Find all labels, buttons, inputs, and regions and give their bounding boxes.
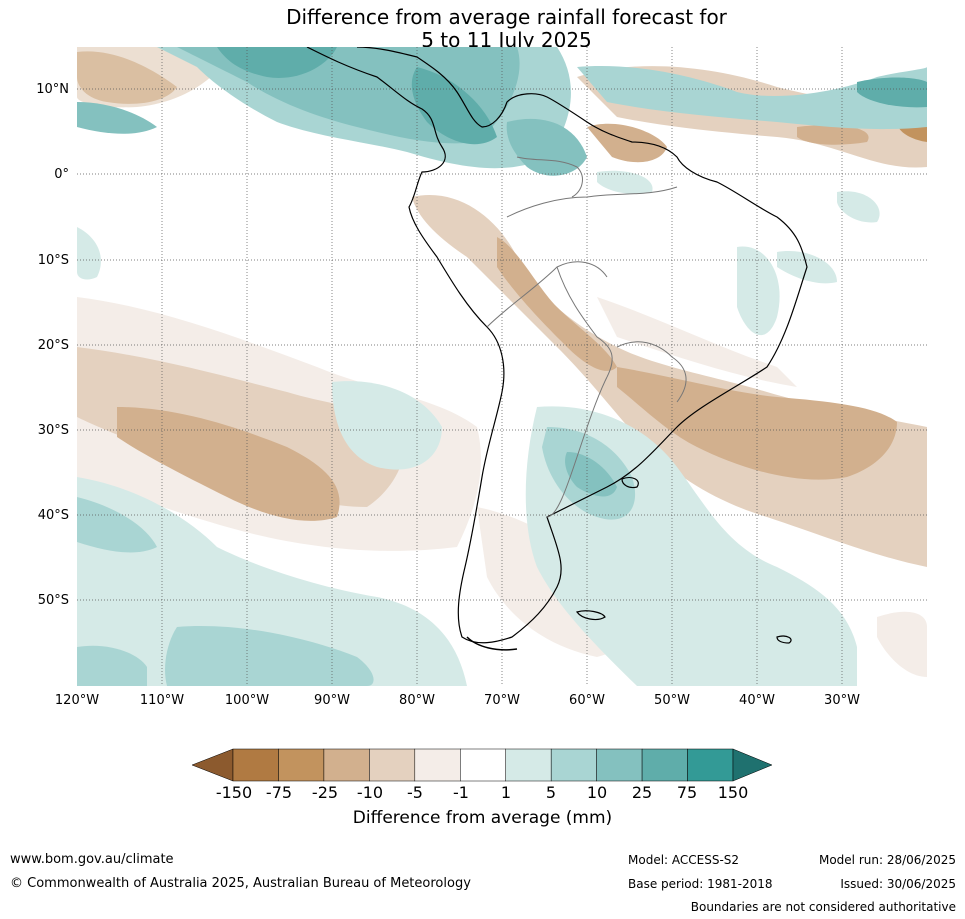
colorbar (192, 748, 773, 782)
lon-label-80w: 80°W (399, 693, 435, 708)
colorbar-tick-label: -75 (265, 783, 293, 802)
model-name: Model: ACCESS-S2 (628, 853, 740, 867)
colorbar-tick-label: 10 (586, 783, 608, 802)
colorbar-tick-label: -5 (407, 783, 423, 802)
colorbar-over-arrow (732, 748, 773, 782)
model-run-date: Model run: 28/06/2025 (818, 853, 956, 867)
colorbar-tick-label: 75 (676, 783, 698, 802)
colorbar-bin (232, 748, 279, 782)
colorbar-tick-label: -10 (356, 783, 384, 802)
country-borders (486, 156, 687, 518)
colorbar-tick-label: 5 (545, 783, 557, 802)
lon-label-30w: 30°W (824, 693, 860, 708)
colorbar-title: Difference from average (mm) (352, 808, 613, 828)
colorbar-bin (323, 748, 370, 782)
map-canvas (77, 47, 927, 686)
website-link[interactable]: www.bom.gov.au/climate (10, 852, 174, 867)
colorbar-tick-label: 25 (631, 783, 653, 802)
graticule (77, 47, 927, 686)
lat-label-40s: 40°S (37, 508, 69, 523)
lat-label-10n: 10°N (36, 82, 69, 97)
lon-label-90w: 90°W (314, 693, 350, 708)
issued-date: Issued: 30/06/2025 (840, 877, 956, 891)
lon-label-60w: 60°W (569, 693, 605, 708)
lat-label-10s: 10°S (37, 253, 69, 268)
base-period: Base period: 1981-2018 (628, 877, 773, 891)
lon-label-110w: 110°W (139, 693, 185, 708)
lon-label-40w: 40°W (739, 693, 775, 708)
lon-label-100w: 100°W (224, 693, 270, 708)
lon-label-70w: 70°W (484, 693, 520, 708)
colorbar-bin (369, 748, 416, 782)
colorbar-bin (550, 748, 597, 782)
colorbar-tick-label: -25 (311, 783, 339, 802)
wetter-areas (77, 47, 927, 686)
colorbar-bin (278, 748, 325, 782)
colorbar-tick-label: 150 (717, 783, 749, 802)
colorbar-tick-label: 1 (500, 783, 512, 802)
lon-label-120w: 120°W (54, 693, 100, 708)
colorbar-bin (596, 748, 643, 782)
colorbar-bin (641, 748, 688, 782)
lat-label-30s: 30°S (37, 423, 69, 438)
colorbar-tick-label: -1 (453, 783, 469, 802)
coastlines (306, 47, 808, 651)
colorbar-bin (414, 748, 461, 782)
colorbar-bin (505, 748, 552, 782)
lon-label-50w: 50°W (654, 693, 690, 708)
colorbar-under-arrow (192, 748, 234, 782)
lat-label-20s: 20°S (37, 338, 69, 353)
copyright-text: © Commonwealth of Australia 2025, Austra… (10, 876, 471, 891)
colorbar-bin (460, 748, 506, 782)
map-title-line1: Difference from average rainfall forecas… (286, 5, 727, 29)
colorbar-bin (687, 748, 734, 782)
lat-label-50s: 50°S (37, 593, 69, 608)
boundaries-disclaimer: Boundaries are not considered authoritat… (690, 900, 956, 914)
lat-label-0: 0° (54, 167, 69, 182)
rainfall-difference-map (77, 47, 927, 686)
colorbar-tick-label: -150 (215, 783, 253, 802)
